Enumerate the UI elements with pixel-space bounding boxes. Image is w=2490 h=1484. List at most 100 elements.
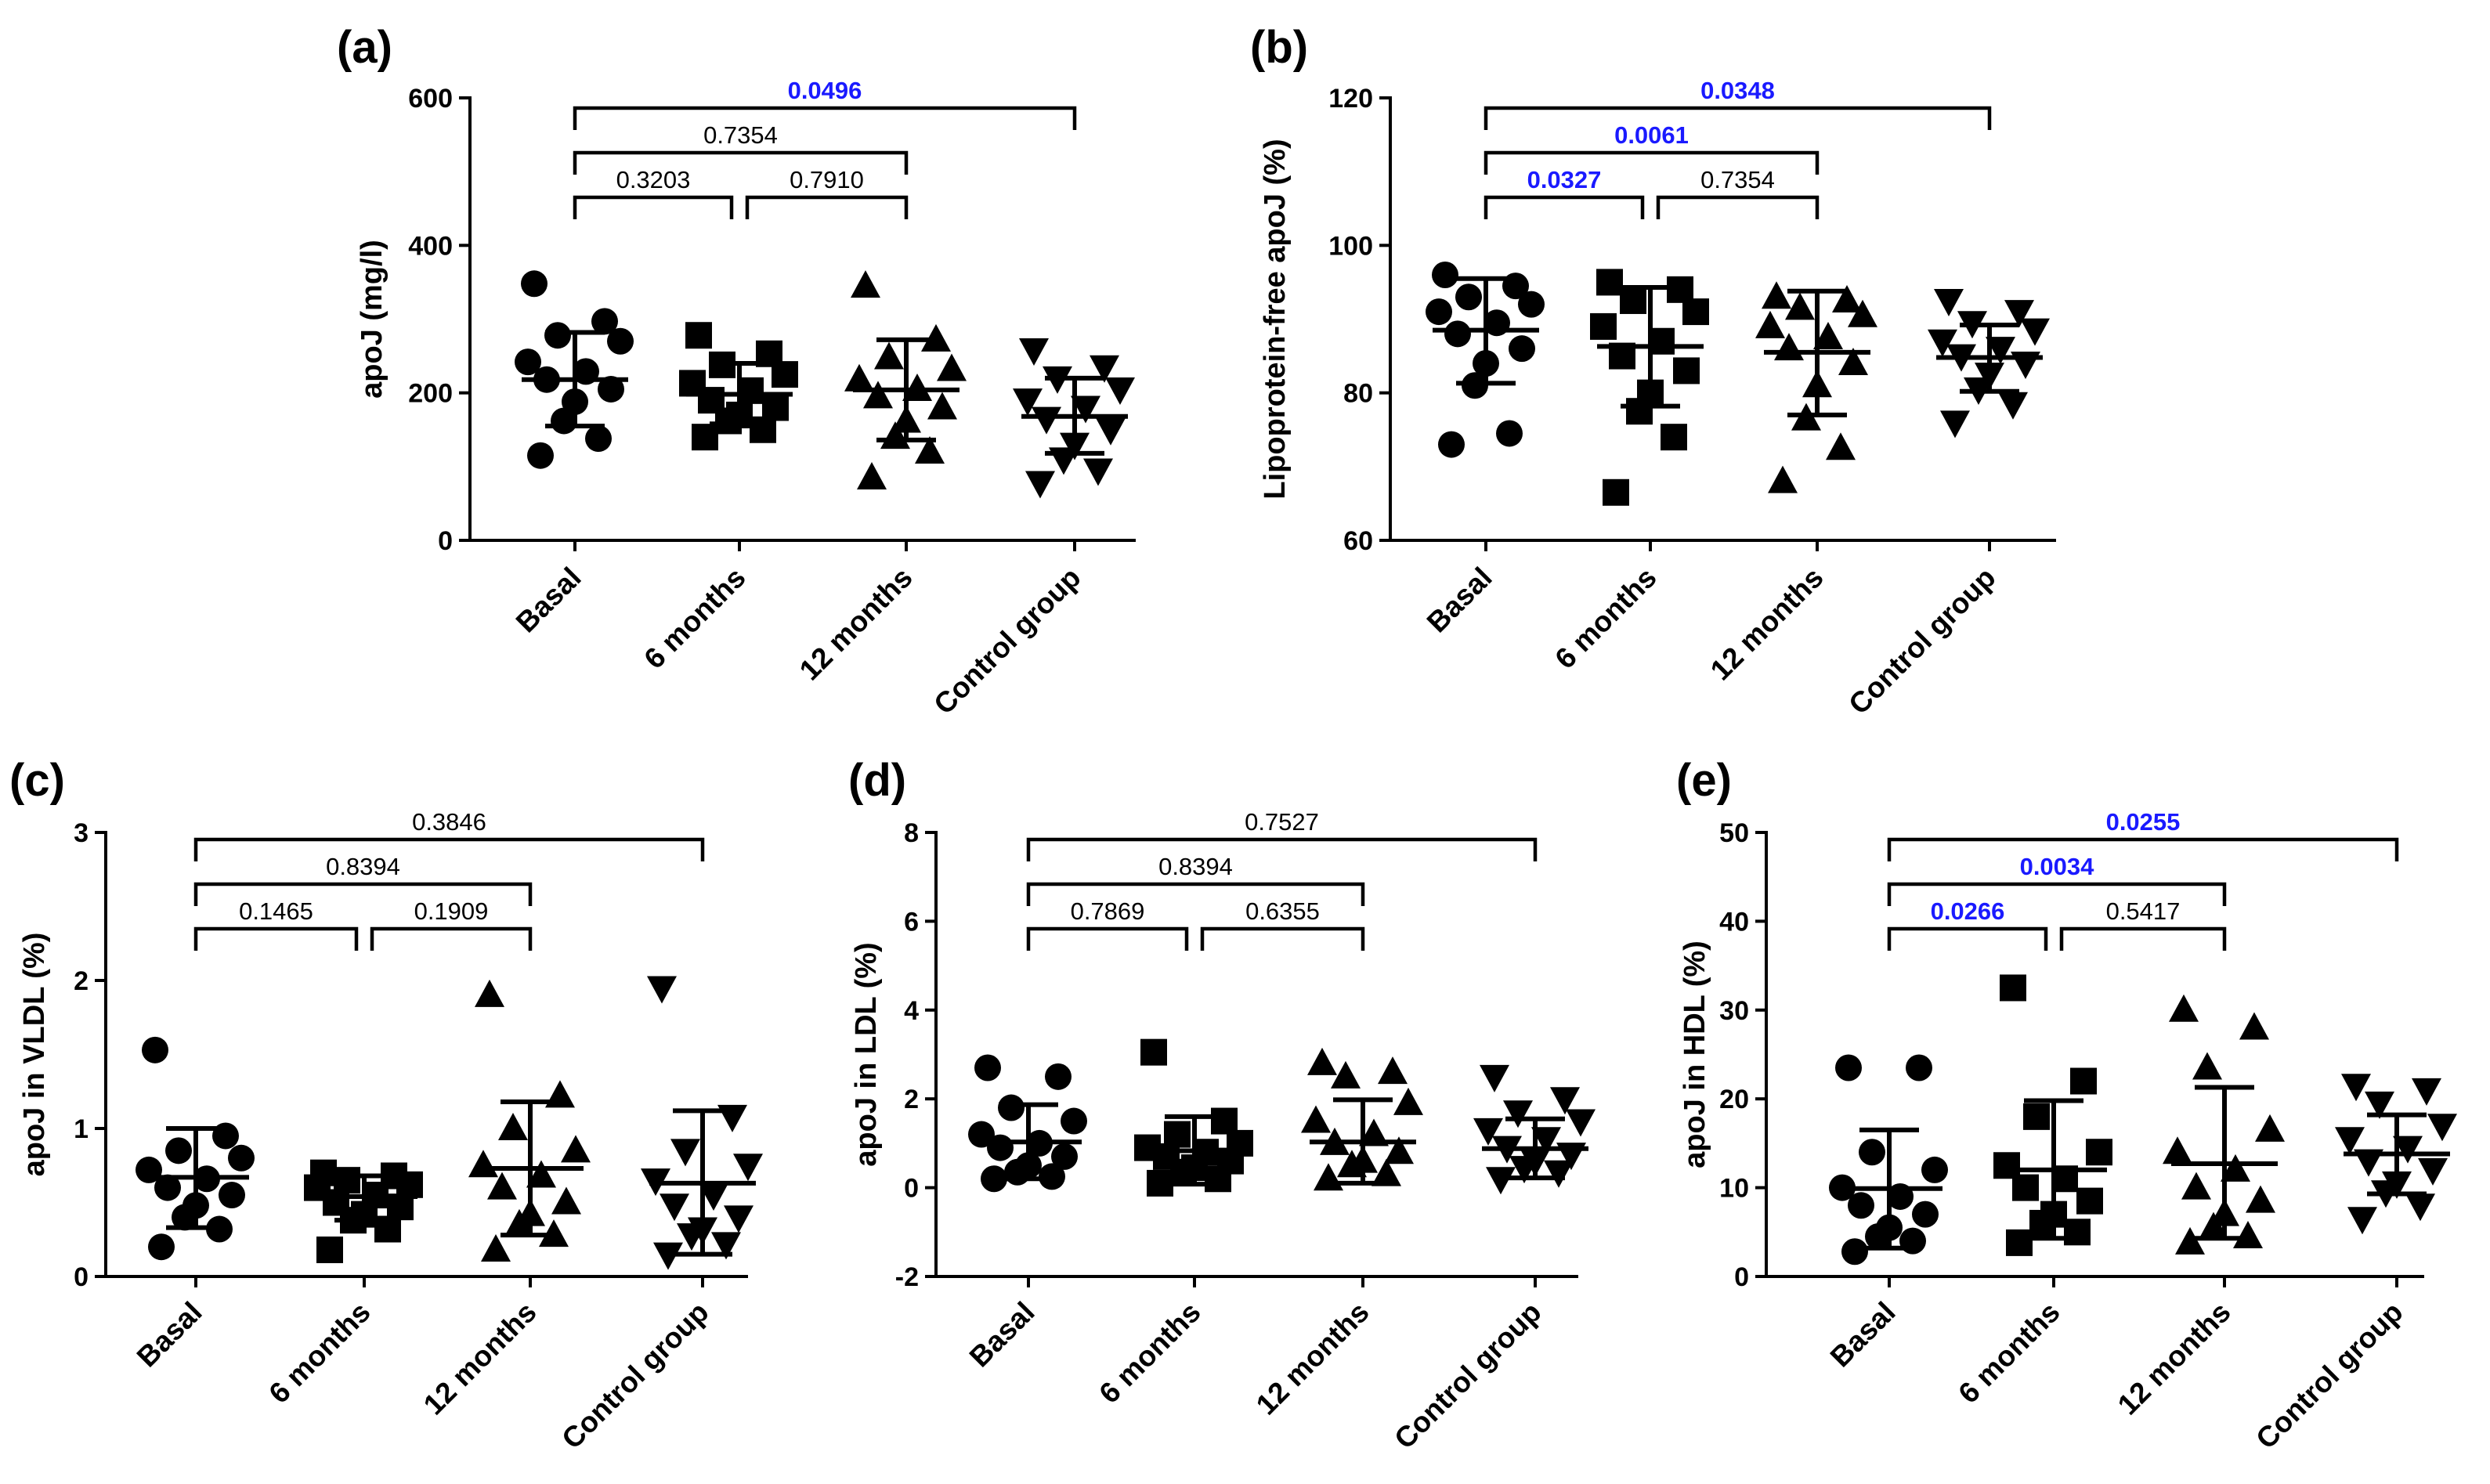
x-tick-label: 6 months [1549,561,1662,675]
data-point [2341,1074,2371,1102]
data-point [2255,1114,2285,1142]
data-point [2163,1136,2192,1164]
data-point [544,322,571,349]
y-tick-label: 600 [408,84,453,114]
data-point [498,1113,528,1140]
y-tick-label: 2 [74,966,89,996]
comparison-bracket: 0.7354 [1656,166,1820,219]
data-point [2004,300,2034,328]
bracket-line [1484,106,1992,130]
data-point [844,363,874,392]
series-4 [1013,338,1135,499]
data-point [1503,1100,1533,1128]
x-tick-label: Control group [2250,1296,2409,1455]
p-value-label: 0.5417 [2106,897,2181,925]
y-tick-label: 20 [1719,1085,1749,1114]
data-point [1550,1087,1580,1115]
data-point [1384,1136,1414,1164]
comparison-bracket: 0.3846 [193,808,705,861]
data-point [1140,1038,1167,1066]
y-tick-label: 80 [1343,379,1373,409]
series-4 [1473,1064,1596,1195]
comparison-bracket: 0.0061 [1484,121,1820,175]
comparison-bracket: 0.0034 [1887,853,2227,906]
data-point [1393,1087,1423,1115]
data-point [1432,262,1458,288]
data-point [685,322,712,349]
data-point [2006,1229,2033,1256]
bracket-line [1887,837,2399,861]
series-1 [1829,1054,1948,1266]
x-tick-label: 6 months [262,1296,376,1410]
comparison-bracket: 0.0327 [1484,166,1645,219]
data-point [2070,1067,2097,1095]
series-1 [136,1036,255,1261]
data-point [1921,1156,1948,1183]
y-tick-label: 200 [408,379,453,409]
data-point [1998,392,2028,420]
data-point [2086,1139,2112,1166]
bracket-line [1026,837,1538,861]
series-3 [1301,1047,1423,1191]
bracket-line [193,926,359,951]
y-tick-label: 0 [438,526,453,556]
data-point [902,373,932,401]
panel-b: (b) Lipoprotein-free apoJ (%) 60 80 100 120 Ba… [1250,22,2056,720]
y-tick-label: 0 [74,1262,89,1292]
p-value-label: 0.0348 [1700,77,1775,104]
data-point [915,436,945,464]
p-value-label: 0.8394 [1158,853,1233,880]
data-point [1661,424,1687,451]
y-tick-label: 0 [1734,1262,1749,1292]
series-2 [1590,269,1709,506]
data-point [228,1144,255,1172]
bracket-line [2059,926,2227,951]
data-point [1682,298,1709,326]
p-value-label: 0.7869 [1071,897,1145,925]
data-point [1848,1192,1874,1219]
p-value-label: 0.7354 [703,121,778,149]
y-axis-title: apoJ (mg/l) [356,240,388,399]
panel-label: (d) [848,755,906,806]
data-point [874,341,904,370]
data-point [1426,298,1452,326]
y-tick-label: 60 [1343,526,1373,556]
data-point [1331,1060,1361,1089]
data-point [1566,1109,1596,1137]
data-point [1013,388,1043,417]
data-point [647,976,677,1004]
x-tick-label: 12 months [793,561,919,687]
data-point [699,1183,728,1211]
data-point [1826,432,1856,460]
comparison-bracket: 0.0266 [1887,897,2048,951]
data-point [1071,395,1100,424]
data-point [851,270,880,298]
data-point [1993,1152,2020,1179]
series-1 [968,1054,1087,1193]
p-value-label: 0.7527 [1245,808,1319,836]
series-3 [844,270,967,489]
comparison-bracket: 0.8394 [193,853,533,906]
y-tick-label: 8 [904,818,919,848]
data-point [142,1036,168,1063]
comparison-bracket: 0.3203 [573,166,734,219]
bracket-line [1887,882,2227,906]
data-point [2405,1193,2435,1222]
data-point [2175,1226,2205,1255]
p-value-label: 0.1909 [414,897,489,925]
data-point [1755,310,1785,338]
y-tick-label: 6 [904,907,919,937]
data-point [1673,357,1700,385]
data-point [1032,406,1061,435]
data-point [607,327,634,355]
bracket-line [1200,926,1365,951]
series-4 [2335,1074,2457,1235]
y-tick-label: 30 [1719,996,1749,1026]
data-point [1051,1143,1078,1170]
data-point [2393,1136,2423,1164]
data-point [481,1233,511,1262]
data-point [2181,1172,2211,1200]
x-tick-label: 6 months [1093,1296,1206,1410]
data-point [1083,458,1113,486]
